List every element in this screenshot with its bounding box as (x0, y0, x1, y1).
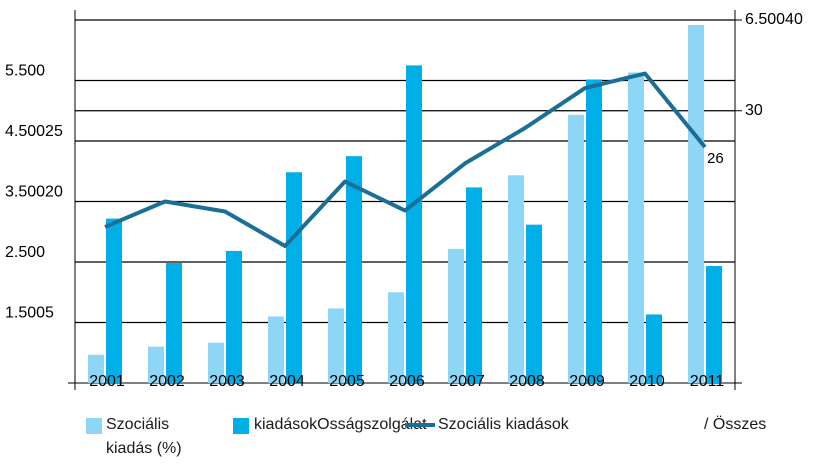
line-series (104, 71, 707, 248)
data-label: 26 (707, 150, 724, 167)
bar (268, 316, 284, 383)
y-tick-label: 5.500 (5, 63, 45, 80)
bar (628, 72, 644, 384)
bar (286, 172, 302, 383)
x-tick-label: 2011 (690, 373, 725, 390)
x-tick-label: 2004 (269, 373, 305, 390)
bar (388, 292, 404, 383)
bar (586, 79, 602, 383)
x-tick-label: 2006 (389, 373, 425, 390)
bar (226, 250, 242, 383)
y2-tick-label: 30 (745, 102, 763, 119)
bar (646, 314, 662, 383)
legend-swatch (86, 418, 102, 434)
bar (688, 25, 704, 384)
x-tick-label: 2005 (329, 373, 365, 390)
y2-tick-label: 6.50040 (745, 11, 803, 28)
bar (148, 346, 164, 383)
x-tick-label: 2007 (449, 373, 485, 390)
bar (466, 187, 482, 383)
x-tick-label: 2010 (629, 373, 665, 390)
x-tick-label: 2003 (209, 373, 245, 390)
bar (346, 156, 362, 383)
legend-label: Szociális kiadás (%) (106, 416, 182, 457)
legend-swatch (405, 423, 435, 427)
bar (208, 342, 224, 383)
bar (568, 114, 584, 383)
legend-swatch (233, 418, 249, 434)
legend-label: kiadásokOsságszolgálat (254, 416, 427, 433)
x-tick-label: 2001 (89, 373, 125, 390)
legend-label: Szociális kiadások (438, 416, 569, 433)
bar (526, 224, 542, 383)
x-tick-label: 2002 (149, 373, 185, 390)
y-tick-label: 1.5005 (5, 305, 54, 322)
x-tick-label: 2009 (569, 373, 605, 390)
bar (166, 263, 182, 383)
bar (406, 65, 422, 383)
bar (88, 354, 104, 383)
bar (508, 175, 524, 383)
y-tick-label: 3.50020 (5, 184, 63, 201)
bar (448, 248, 464, 383)
annotation: / Összes (704, 416, 767, 433)
bar (328, 308, 344, 383)
bar (706, 266, 722, 383)
y-tick-label: 4.50025 (5, 123, 63, 140)
y-tick-label: 2.500 (5, 244, 45, 261)
bar (106, 218, 122, 383)
x-tick-label: 2008 (509, 373, 545, 390)
